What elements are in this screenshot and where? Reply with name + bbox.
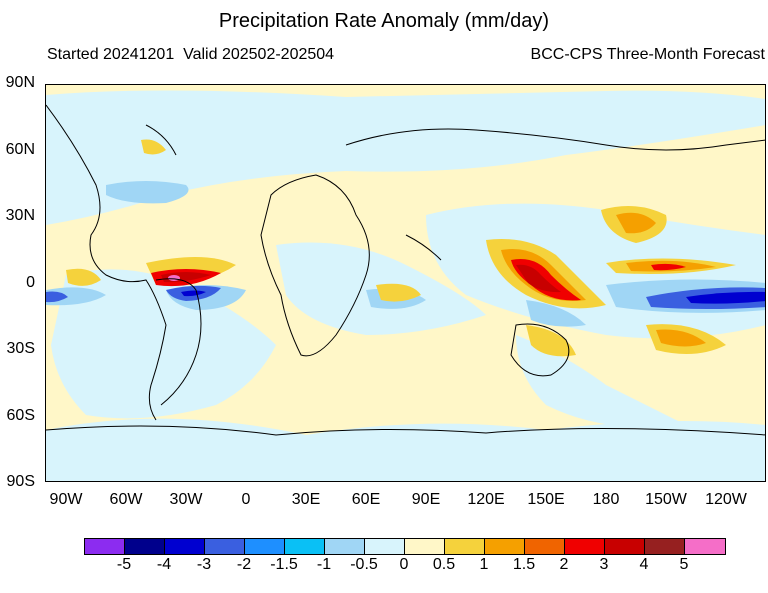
lat-label-60n: 60N: [5, 141, 35, 158]
colorbar-label-9: 1: [479, 556, 489, 573]
lat-label-30n: 30N: [5, 207, 35, 224]
lon-label-30w: 30W: [169, 491, 203, 508]
colorbar-swatch-2: [165, 539, 205, 554]
colorbar-label-7: 0: [399, 556, 409, 573]
lat-label-60s: 60S: [6, 407, 35, 424]
lon-label-150w: 150W: [645, 491, 687, 508]
colorbar-label-11: 2: [559, 556, 569, 573]
lon-label-60e: 60E: [351, 491, 381, 508]
colorbar-label-8: 0.5: [432, 556, 456, 573]
colorbar-label-3: -2: [236, 556, 252, 573]
colorbar-label-0: -5: [116, 556, 132, 573]
colorbar-swatch-5: [285, 539, 325, 554]
colorbar-swatch-15: [685, 539, 725, 554]
colorbar-label-14: 5: [679, 556, 689, 573]
colorbar-swatch-4: [245, 539, 285, 554]
colorbar: [84, 538, 726, 555]
chart-title: Precipitation Rate Anomaly (mm/day): [218, 10, 550, 32]
lat-label-30s: 30S: [6, 340, 35, 357]
colorbar-label-13: 4: [639, 556, 649, 573]
lon-label-90w: 90W: [49, 491, 83, 508]
lat-label-90s: 90S: [6, 473, 35, 490]
colorbar-swatch-0: [85, 539, 125, 554]
colorbar-label-4: -1.5: [270, 556, 298, 573]
anomaly-layer-plus-5: [168, 275, 180, 281]
colorbar-swatch-3: [205, 539, 245, 554]
colorbar-label-12: 3: [599, 556, 609, 573]
lon-label-150e: 150E: [527, 491, 565, 508]
colorbar-label-1: -4: [156, 556, 172, 573]
colorbar-swatch-7: [365, 539, 405, 554]
lon-label-30e: 30E: [291, 491, 321, 508]
anomaly-layer-minus-3: [181, 290, 765, 304]
colorbar-swatch-8: [405, 539, 445, 554]
model-name: BCC-CPS Three-Month Forecast: [530, 46, 765, 63]
colorbar-swatch-14: [645, 539, 685, 554]
lon-label-0: 0: [241, 491, 251, 508]
colorbar-swatch-9: [445, 539, 485, 554]
lat-label-eq: 0: [26, 274, 35, 291]
lon-label-120w: 120W: [705, 491, 747, 508]
colorbar-swatch-1: [125, 539, 165, 554]
forecast-dates: Started 20241201 Valid 202502-202504: [47, 46, 335, 63]
colorbar-swatch-10: [485, 539, 525, 554]
map-canvas: [46, 90, 765, 481]
precipitation-map: [45, 84, 766, 482]
colorbar-swatch-13: [605, 539, 645, 554]
colorbar-swatch-6: [325, 539, 365, 554]
colorbar-swatch-12: [565, 539, 605, 554]
coastlines: [46, 104, 765, 436]
lon-label-120e: 120E: [467, 491, 505, 508]
lat-label-90n: 90N: [5, 74, 35, 91]
colorbar-label-5: -1: [316, 556, 332, 573]
colorbar-swatch-11: [525, 539, 565, 554]
lon-label-60w: 60W: [109, 491, 143, 508]
colorbar-label-6: -0.5: [350, 556, 378, 573]
lon-label-90e: 90E: [411, 491, 441, 508]
colorbar-label-10: 1.5: [512, 556, 536, 573]
colorbar-label-2: -3: [196, 556, 212, 573]
lon-label-180: 180: [592, 491, 620, 508]
